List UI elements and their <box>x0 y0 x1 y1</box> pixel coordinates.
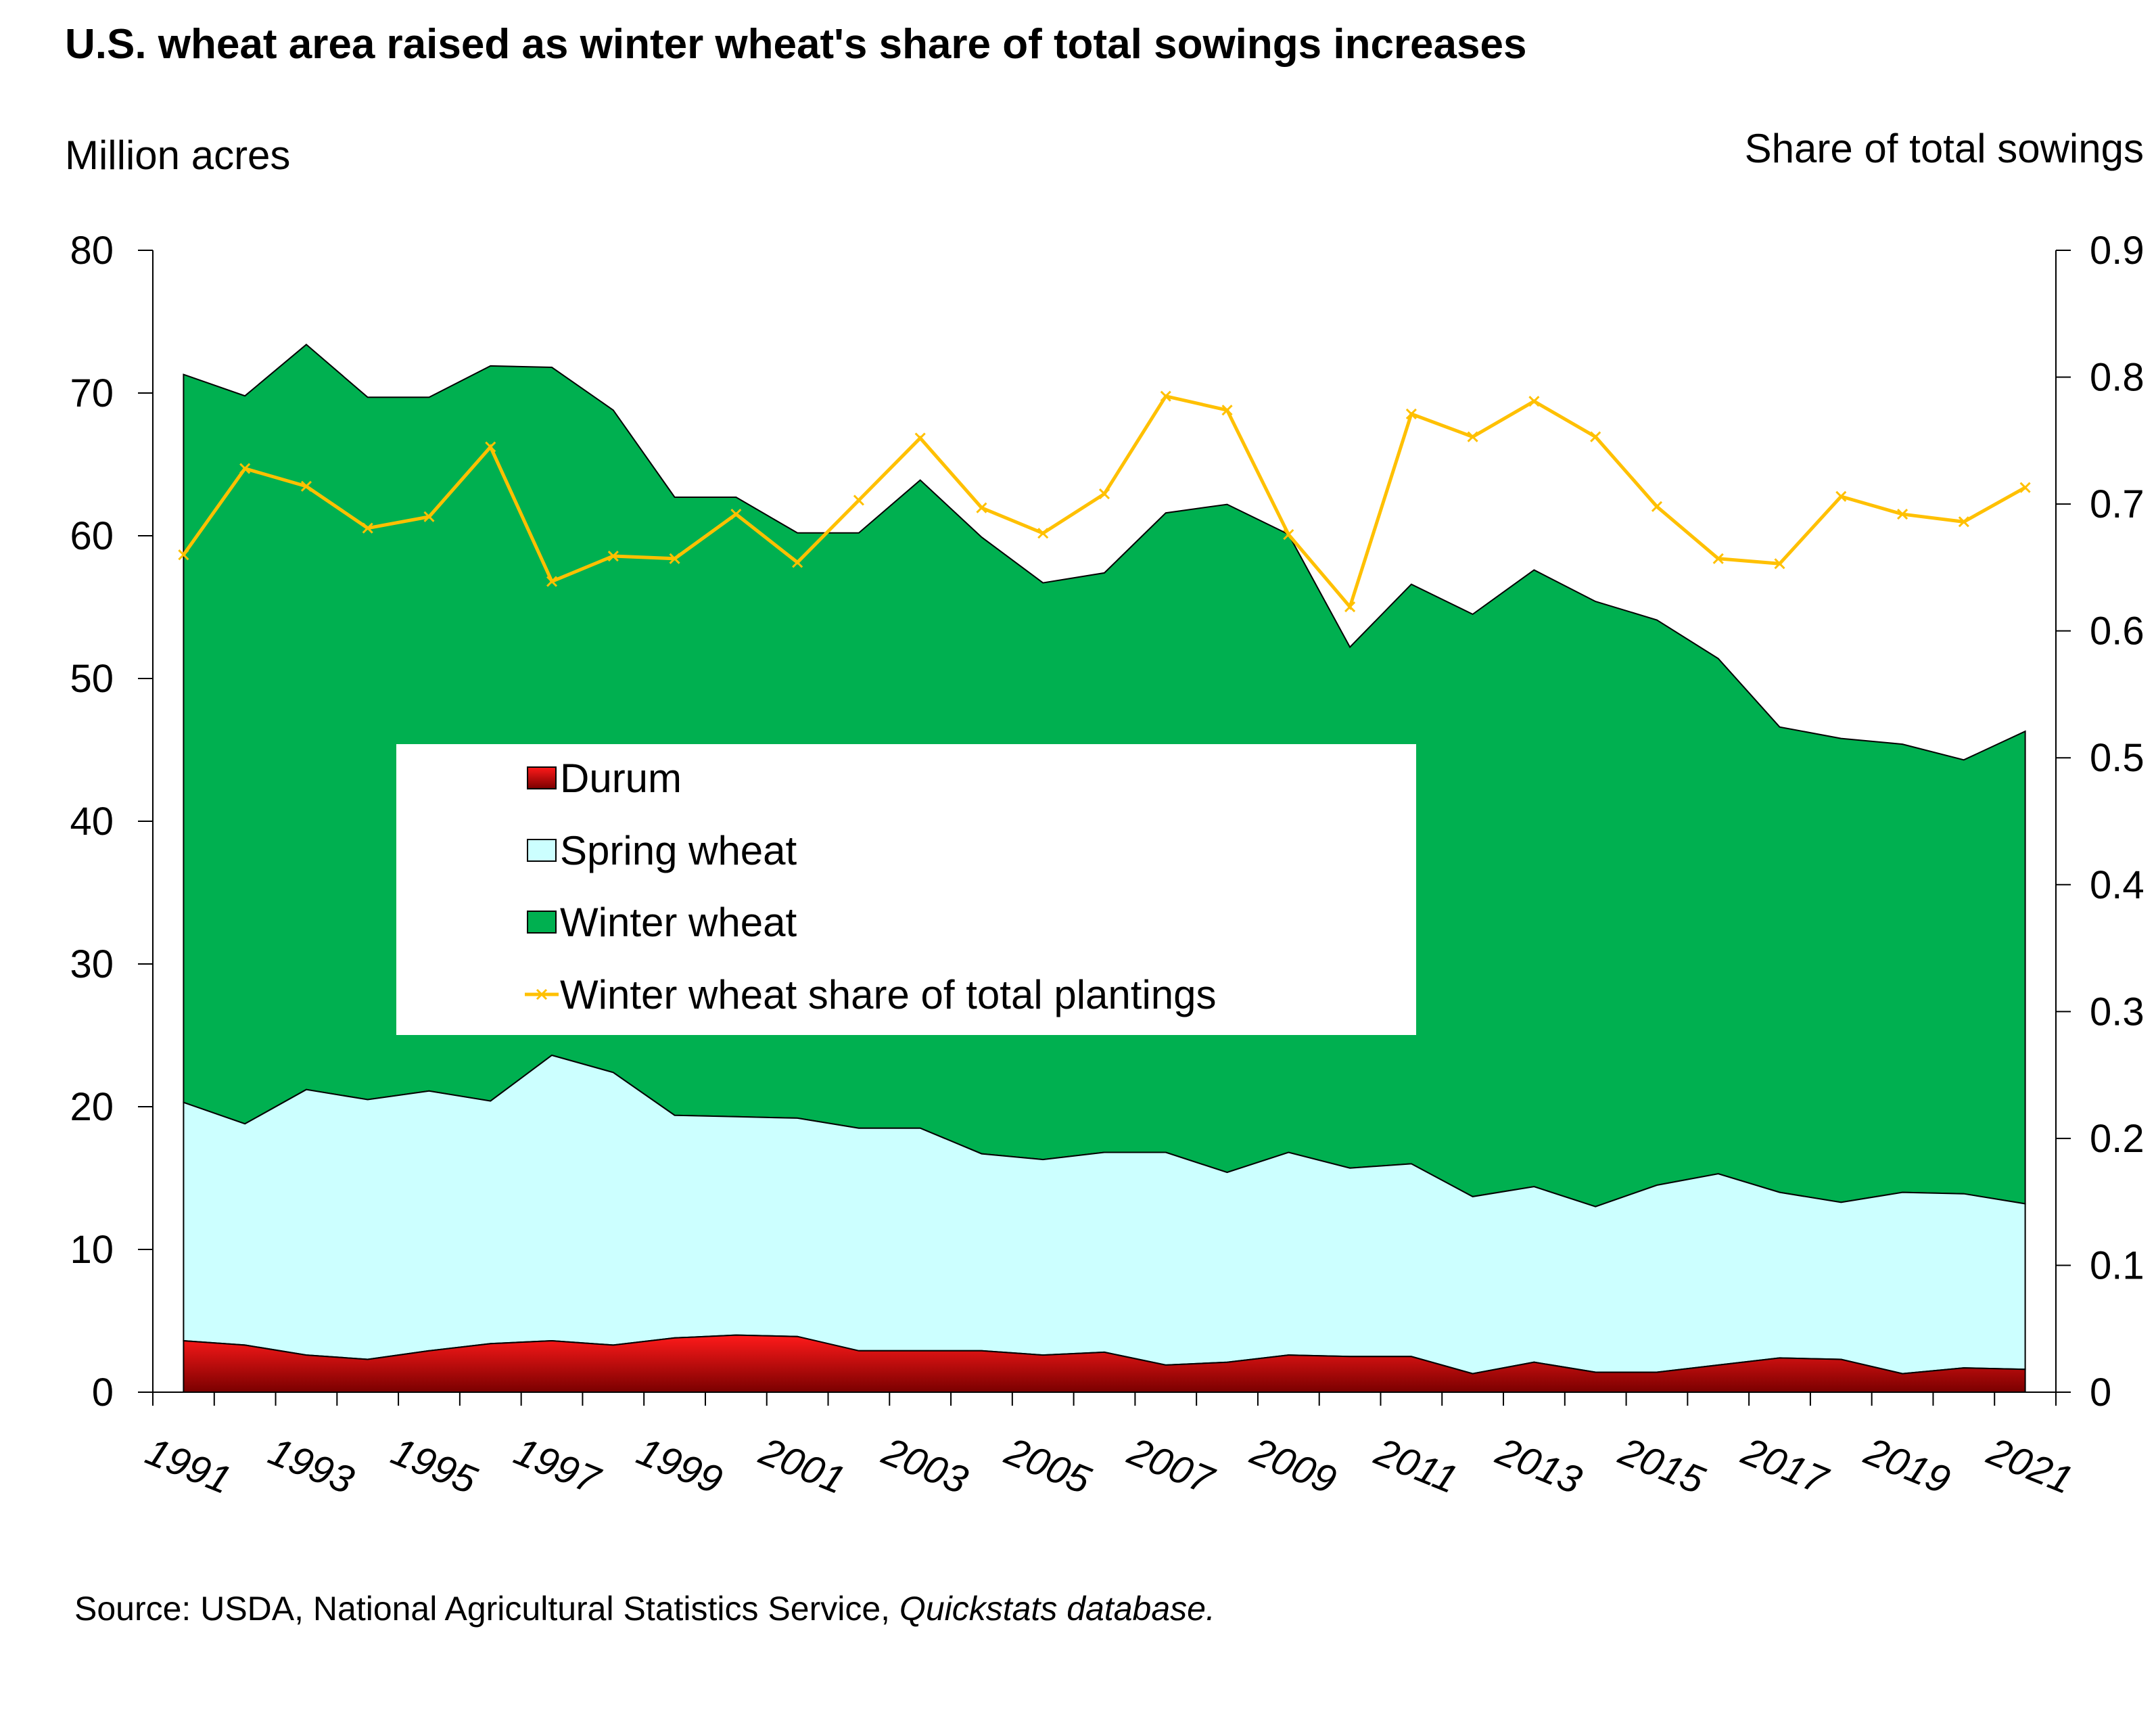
legend-spring-wheat: Spring wheat <box>527 828 797 873</box>
legend-winter-share-label: Winter wheat share of total plantings <box>560 972 1217 1017</box>
share-point-2011 <box>1405 408 1417 420</box>
share-point-2002 <box>853 495 864 506</box>
share-point-1991 <box>178 549 189 561</box>
x-tick-label: 1995 <box>385 1429 484 1503</box>
x-tick-label: 1999 <box>631 1429 728 1503</box>
y-right-tick-label: 0.2 <box>2090 1117 2145 1161</box>
y-left-axis-title: Million acres <box>65 133 290 178</box>
share-point-1993 <box>300 480 312 492</box>
x-tick-label: 2013 <box>1490 1429 1588 1502</box>
legend: Durum Spring wheat Winter wheat Winter whea… <box>396 744 1416 1035</box>
source-database: Quickstats database. <box>899 1590 1215 1628</box>
x-tick-label: 2021 <box>1981 1429 2079 1502</box>
share-point-2003 <box>914 432 926 444</box>
source-label: Source: USDA, National Agricultural Stat… <box>74 1590 899 1628</box>
share-point-2006 <box>1098 488 1110 500</box>
y-right-tick-label: 0.1 <box>2090 1243 2145 1287</box>
y-right-tick-label: 0.7 <box>2090 482 2145 526</box>
y-left-tick-label: 80 <box>70 229 114 273</box>
share-point-1998 <box>607 550 619 562</box>
x-tick-label: 2003 <box>876 1429 974 1502</box>
legend-winter-wheat: Winter wheat <box>527 900 797 945</box>
share-point-2010 <box>1344 601 1356 613</box>
x-tick-label: 2019 <box>1858 1429 1956 1502</box>
legend-durum: Durum <box>527 756 682 801</box>
share-point-2012 <box>1467 431 1478 442</box>
y-left-tick-label: 70 <box>70 371 114 415</box>
share-point-1996 <box>485 441 496 453</box>
legend-winter-wheat-label: Winter wheat <box>560 900 797 945</box>
legend-spring-wheat-swatch <box>527 839 557 862</box>
share-point-2020 <box>1958 516 1969 528</box>
legend-winter-wheat-swatch <box>527 911 557 934</box>
legend-spring-wheat-label: Spring wheat <box>560 828 797 873</box>
share-point-2000 <box>730 509 742 520</box>
share-point-2018 <box>1835 490 1847 502</box>
x-tick-label: 1991 <box>140 1429 237 1503</box>
legend-durum-label: Durum <box>560 756 682 801</box>
x-tick-label: 2001 <box>753 1429 851 1502</box>
legend-winter-share-marker <box>536 988 548 1001</box>
share-point-1994 <box>362 522 373 534</box>
x-tick-label: 1993 <box>262 1429 360 1503</box>
share-point-2021 <box>2019 482 2031 493</box>
share-point-1995 <box>423 511 435 522</box>
y-left-tick-label: 40 <box>70 800 114 844</box>
y-right-tick-label: 0.4 <box>2090 863 2145 907</box>
share-point-2007 <box>1160 390 1171 402</box>
y-right-tick-label: 0.5 <box>2090 736 2145 780</box>
y-right-tick-label: 0.9 <box>2090 229 2145 273</box>
x-tick-label: 2005 <box>999 1429 1098 1502</box>
y-right-tick-label: 0.3 <box>2090 990 2145 1034</box>
y-right-axis-title: Share of total sowings <box>1745 126 2144 171</box>
share-point-2005 <box>1037 528 1049 539</box>
x-tick-label: 2007 <box>1121 1429 1221 1503</box>
share-point-2015 <box>1651 501 1663 512</box>
share-point-2017 <box>1774 558 1785 570</box>
y-right-tick-label: 0.6 <box>2090 610 2145 653</box>
share-point-2009 <box>1283 529 1294 540</box>
x-tick-label: 2017 <box>1735 1429 1835 1503</box>
legend-durum-swatch <box>527 766 557 789</box>
legend-winter-share: Winter wheat share of total plantings <box>525 972 1217 1017</box>
x-tick-label: 1997 <box>508 1429 607 1504</box>
source-note: Source: USDA, National Agricultural Stat… <box>74 1590 1215 1628</box>
share-point-2019 <box>1896 509 1908 520</box>
y-right-tick-label: 0.8 <box>2090 356 2145 400</box>
y-left-tick-label: 30 <box>70 942 114 986</box>
share-point-1997 <box>546 576 558 587</box>
y-left-tick-label: 0 <box>92 1371 114 1414</box>
x-tick-label: 2009 <box>1244 1429 1342 1502</box>
share-point-2001 <box>792 557 803 568</box>
y-left-tick-label: 10 <box>70 1228 114 1272</box>
x-tick-label: 2015 <box>1612 1429 1711 1502</box>
share-point-2008 <box>1221 405 1233 416</box>
y-left-tick-label: 60 <box>70 514 114 558</box>
y-left-tick-label: 50 <box>70 657 114 701</box>
share-point-2004 <box>976 502 987 513</box>
share-line-layer <box>178 390 2031 613</box>
share-point-2014 <box>1590 431 1601 442</box>
y-left-tick-label: 20 <box>70 1085 114 1129</box>
share-point-2016 <box>1712 553 1724 564</box>
share-point-2013 <box>1528 396 1540 407</box>
chart-title: U.S. wheat area raised as winter wheat's… <box>65 21 1526 68</box>
legend-box <box>396 744 1416 1035</box>
share-point-1999 <box>669 553 680 564</box>
y-right-tick-label: 0 <box>2090 1371 2111 1414</box>
share-point-1992 <box>239 463 251 474</box>
x-tick-label: 2011 <box>1368 1429 1463 1502</box>
